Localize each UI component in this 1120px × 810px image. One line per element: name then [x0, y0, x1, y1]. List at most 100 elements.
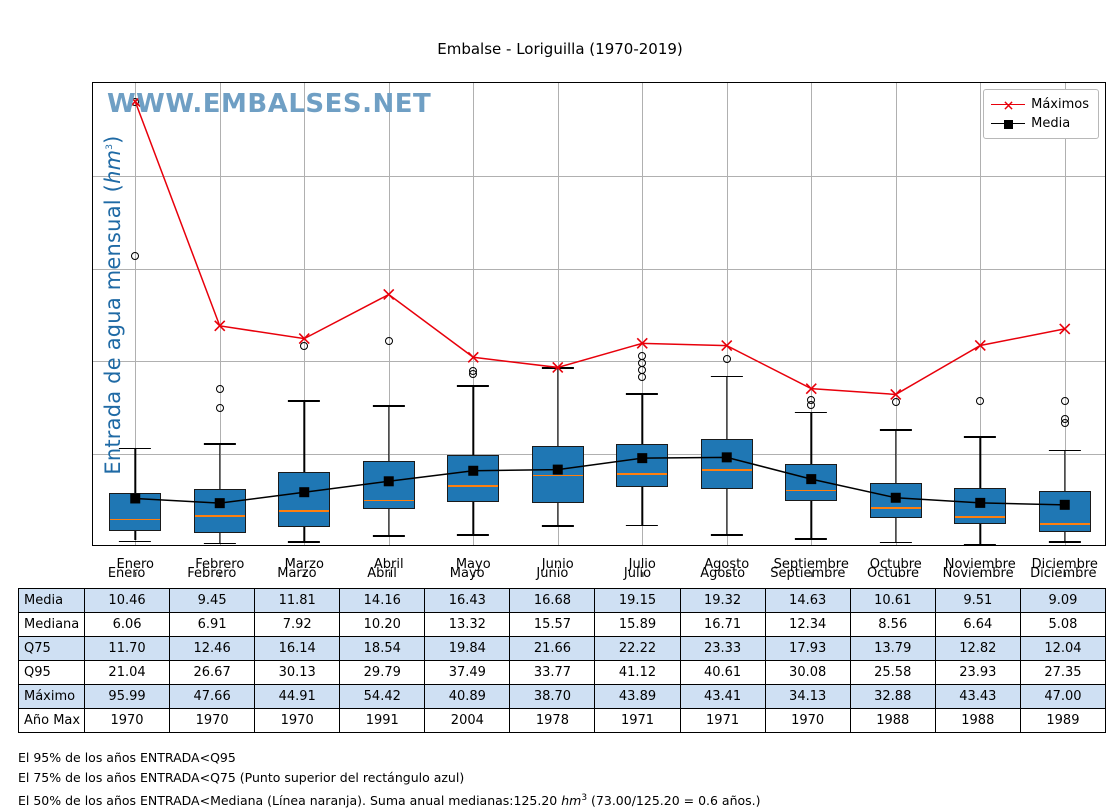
x-tick-mark	[1064, 572, 1066, 577]
table-cell: 21.66	[509, 636, 596, 661]
boxplot-whisker-upper	[810, 411, 812, 464]
table-row-label: Q75	[18, 636, 85, 661]
stats-table: Media 10.46 9.45 11.81 14.16 16.43 16.68 19.15 1…	[18, 588, 1107, 733]
x-axis-tick-label: Febrero	[195, 557, 244, 577]
boxplot-cap-upper	[626, 393, 659, 395]
boxplot-cap-upper	[203, 443, 236, 445]
table-column-header: Septiembre	[770, 566, 846, 581]
boxplot-whisker-lower	[388, 508, 390, 535]
boxplot-outlier	[976, 396, 985, 405]
boxplot-whisker-upper	[895, 429, 897, 483]
table-cell: 19.15	[594, 588, 681, 613]
table-cell: 16.71	[679, 612, 766, 637]
table-cell: 13.32	[424, 612, 511, 637]
x-tick-mark	[388, 572, 390, 577]
table-header-spacer	[18, 566, 84, 581]
x-axis-tick-label: Junio	[542, 557, 574, 577]
boxplot-outlier	[1060, 396, 1069, 405]
x-axis-tick-label: Marzo	[285, 557, 324, 577]
boxplot-median-line	[617, 473, 668, 475]
boxplot-median-line	[955, 516, 1006, 518]
boxplot-whisker-upper	[219, 443, 221, 490]
table-cell: 7.92	[254, 612, 341, 637]
table-row: Máximo 95.99 47.66 44.91 54.42 40.89 38.70 43.8…	[18, 684, 1107, 709]
boxplot-box	[1038, 491, 1091, 532]
table-cell: 10.46	[83, 588, 171, 613]
table-row: Q75 11.70 12.46 16.14 18.54 19.84 21.66 22.22 23…	[18, 636, 1107, 661]
gridline-horizontal	[93, 268, 1105, 270]
footnote-line-3: El 50% de los años ENTRADA<Mediana (Líne…	[18, 793, 761, 809]
table-cell: 6.64	[934, 612, 1021, 637]
table-cell: 34.13	[764, 684, 851, 709]
x-glyph	[1004, 100, 1013, 110]
table-cell: 47.66	[169, 684, 256, 709]
table-cell: 1971	[679, 708, 766, 733]
table-cell: 2004	[424, 708, 511, 733]
boxplot-cap-upper	[879, 429, 912, 431]
boxplot-cap-lower	[457, 534, 490, 537]
boxplot-cap-lower	[879, 541, 912, 544]
boxplot-whisker-lower	[726, 488, 728, 534]
boxplot-box	[954, 487, 1007, 525]
boxplot-median-line	[870, 507, 921, 509]
boxplot-box	[616, 443, 669, 487]
table-cell: 18.54	[339, 636, 426, 661]
legend-label-maximos: Máximos	[1031, 97, 1089, 112]
boxplot-outlier	[131, 97, 140, 106]
boxplot-box	[700, 438, 753, 489]
table-cell: 38.70	[509, 684, 596, 709]
boxplot-median-line	[786, 489, 837, 492]
table-cell: 21.04	[83, 660, 171, 685]
x-tick-mark	[304, 572, 306, 577]
boxplot-whisker-upper	[641, 393, 643, 444]
table-cell: 23.93	[934, 660, 1021, 685]
table-row: Q95 21.04 26.67 30.13 29.79 37.49 33.77 41.12 40…	[18, 660, 1107, 685]
boxplot-outlier	[891, 398, 900, 407]
table-cell: 95.99	[83, 684, 171, 709]
table-column-header: Julio	[623, 566, 652, 581]
boxplot-outlier	[638, 366, 647, 375]
boxplot-whisker-upper	[472, 385, 474, 455]
boxplot-whisker-upper	[979, 436, 981, 488]
table-cell: 1970	[83, 708, 171, 733]
table-cell: 25.58	[849, 660, 936, 685]
table-cell: 32.88	[849, 684, 936, 709]
x-tick-mark	[811, 572, 813, 577]
x-tick-mark	[473, 572, 475, 577]
boxplot-cap-upper	[710, 375, 743, 378]
table-column-header: Octubre	[866, 566, 919, 581]
boxplot-whisker-upper	[557, 367, 559, 447]
x-tick-mark	[642, 572, 644, 577]
table-column-header: Agosto	[700, 566, 746, 581]
boxplot-cap-lower	[119, 540, 152, 543]
legend-item-maximos: Máximos	[991, 95, 1089, 114]
x-axis-tick-label: Julio	[629, 557, 656, 577]
series-line-media	[135, 456, 1065, 506]
boxplot-outlier	[638, 352, 647, 361]
table-cell: 30.08	[764, 660, 851, 685]
x-axis-tick-label: Abril	[374, 557, 404, 577]
table-cell: 15.57	[509, 612, 596, 637]
table-cell: 12.04	[1019, 636, 1107, 661]
table-column-header: Enero	[107, 566, 146, 581]
x-tick-mark	[557, 572, 559, 577]
boxplot-whisker-lower	[810, 501, 812, 539]
boxplot-cap-upper	[1048, 449, 1081, 452]
table-cell: 1970	[764, 708, 851, 733]
series-layer	[129, 96, 1071, 510]
gridline-horizontal	[93, 175, 1105, 177]
boxplot-outlier	[638, 359, 647, 368]
boxplot-outlier	[131, 252, 140, 261]
x-tick-mark	[135, 572, 137, 577]
boxplot-whisker-lower	[641, 486, 643, 525]
table-cell: 16.68	[509, 588, 596, 613]
table-cell: 9.51	[934, 588, 1021, 613]
x-axis-tick-label: Noviembre	[945, 557, 1016, 577]
table-cell: 44.91	[254, 684, 341, 709]
boxplot-box	[362, 460, 415, 509]
table-cell: 17.93	[764, 636, 851, 661]
x-axis-tick-label: Octubre	[870, 557, 922, 577]
boxplot-box	[869, 483, 922, 519]
table-column-header: Noviembre	[942, 566, 1014, 581]
x-axis-tick-label: Agosto	[704, 557, 749, 577]
